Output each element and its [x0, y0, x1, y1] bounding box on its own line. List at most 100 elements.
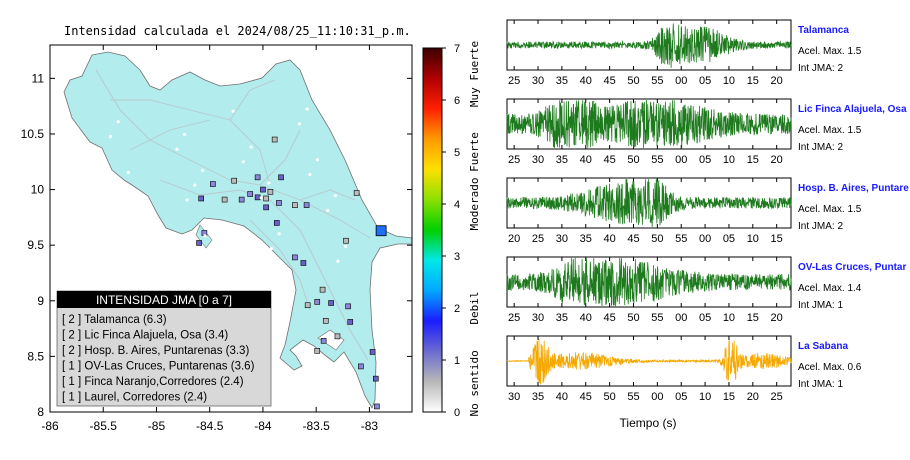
int-jma-label: Int JMA: 2 [798, 142, 843, 153]
town-dot [287, 282, 291, 287]
waveform-tick-label: 25 [508, 154, 520, 166]
station-marker [300, 260, 307, 266]
town-dot [305, 107, 309, 111]
station-marker [320, 338, 327, 344]
station-name: Talamanca [798, 25, 849, 36]
max-intensity-station-marker [375, 225, 387, 237]
colorbar-tick-label: 4 [454, 199, 460, 211]
waveform-tick-label: 55 [651, 75, 663, 87]
station-marker [221, 196, 228, 203]
acel-max-label: Acel. Max. 1.5 [798, 204, 862, 215]
acel-max-label: Acel. Max. 1.4 [798, 283, 862, 294]
waveform-tick-label: 05 [699, 312, 711, 324]
waveform-tick-label: 20 [771, 154, 783, 166]
map-x-tick-label: -84 [254, 419, 272, 433]
station-marker [231, 177, 237, 184]
intensity-colorbar: 0 1 2 3 4 5 6 7 No sentido Debil Moderado Fuerte Mu… [422, 41, 481, 419]
waveform-tick-label: 50 [651, 233, 663, 245]
station-name: OV-Las Cruces, Puntar [798, 262, 906, 273]
colorbar-gradient [422, 47, 443, 413]
station-marker [271, 136, 278, 143]
waveform-tick-label: 25 [771, 391, 783, 403]
legend-item: [ 2 ] Lic Finca Alajuela, Osa (3.4) [62, 330, 228, 342]
waveform-tick-label: 25 [508, 75, 520, 87]
waveform-tick-label: 15 [747, 312, 759, 324]
waveform-tick-label: 40 [556, 391, 568, 403]
map-x-tick-label: -83 [361, 419, 379, 433]
station-marker [374, 403, 380, 410]
waveform-tick-label: 10 [699, 391, 711, 403]
waveform-tick-label: 15 [723, 391, 735, 403]
station-marker [314, 299, 321, 305]
town-dot [119, 185, 123, 189]
station-marker [292, 254, 298, 261]
colorbar-category-label: No sentido [468, 350, 481, 416]
map-y-axis: 11 10.5 10 9.5 9 8.5 8 [21, 71, 412, 419]
station-marker [345, 303, 351, 310]
waveform-tick-label: 10 [723, 75, 735, 87]
town-dot [315, 158, 320, 162]
waveform-tick-label: 45 [603, 312, 615, 324]
map-x-tick-label: -84.5 [196, 419, 224, 433]
map-y-tick-label: 9 [37, 294, 44, 308]
legend-item: [ 2 ] Talamanca (6.3) [62, 314, 167, 326]
waveform-tick-label: 15 [771, 233, 783, 245]
station-name: Lic Finca Alajuela, Osa [798, 104, 907, 115]
colorbar-category-label: Moderado [468, 178, 481, 231]
waveform-tick-label: 25 [508, 312, 520, 324]
station-marker [314, 348, 321, 354]
colorbar-tick-label: 6 [454, 95, 460, 107]
int-jma-label: Int JMA: 2 [798, 221, 843, 232]
waveform-tick-label: 35 [556, 312, 568, 324]
waveform-tick-label: 05 [699, 154, 711, 166]
waveform-tick-label: 55 [675, 233, 687, 245]
colorbar-category-label: Debil [468, 291, 481, 324]
waveform-panel: 30 35 40 45 50 55 00 05 10 15 20 25 La Sabana Acel. M… [506, 335, 862, 403]
map-frame [49, 44, 413, 413]
town-dot [297, 122, 302, 126]
town-dot [326, 208, 330, 213]
waveform-trace [506, 178, 792, 228]
town-dot [213, 284, 217, 289]
station-marker [372, 375, 379, 382]
station-marker [347, 319, 354, 325]
waveform-tick-label: 05 [723, 233, 735, 245]
station-marker [369, 349, 376, 355]
waveform-tick-label: 55 [627, 391, 639, 403]
station-marker [292, 202, 298, 208]
colorbar-tick-label: 2 [454, 303, 460, 315]
town-dot [241, 160, 245, 164]
map-y-tick-label: 11 [32, 71, 45, 85]
map-y-tick-label: 8.5 [27, 349, 44, 363]
waveform-tick-label: 10 [723, 312, 735, 324]
waveform-tick-label: 00 [675, 312, 687, 324]
waveform-tick-label: 00 [651, 391, 663, 403]
legend-header: INTENSIDAD JMA [0 a 7] [96, 293, 232, 307]
legend-items: [ 2 ] Talamanca (6.3) [ 2 ] Lic Finca Ala… [62, 314, 255, 404]
map-y-tick-label: 9.5 [27, 238, 44, 252]
station-marker [328, 300, 334, 306]
waveform-tick-label: 15 [747, 154, 759, 166]
map-x-axis: -86 -85.5 -85 -84.5 -84 -83.5 -83 [41, 45, 378, 433]
waveform-tick-label: 55 [651, 154, 663, 166]
waveform-tick-label: 00 [699, 233, 711, 245]
station-marker [196, 240, 202, 246]
colorbar-category-label: Fuerte [468, 132, 481, 172]
colorbar-tick-label: 1 [454, 355, 460, 367]
colorbar-tick-label: 5 [454, 147, 460, 159]
town-dot [308, 172, 312, 177]
town-dot [269, 246, 274, 251]
town-dot [144, 206, 148, 210]
waveform-tick-label: 40 [580, 154, 592, 166]
waveform-tick-label: 05 [675, 391, 687, 403]
station-marker [238, 196, 245, 203]
waveform-tick-label: 20 [508, 233, 520, 245]
legend-box [56, 290, 272, 407]
map-y-tick-label: 8 [37, 405, 44, 419]
station-marker [353, 190, 360, 196]
legend-header-bar [57, 291, 271, 308]
waveform-tick-label: 05 [699, 75, 711, 87]
station-marker [304, 302, 311, 309]
waveform-trace [506, 99, 792, 149]
town-dot [193, 183, 197, 187]
